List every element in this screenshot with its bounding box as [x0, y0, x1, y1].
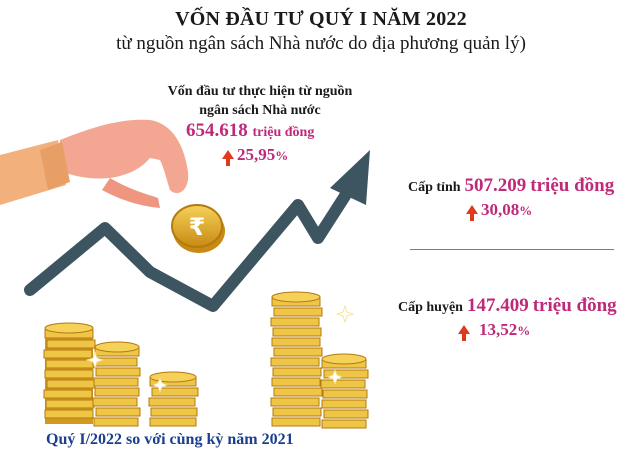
district-change-value: 13,52 [479, 320, 518, 339]
district-change: 13,52% [458, 320, 531, 341]
hand-icon [0, 119, 189, 208]
up-arrow-icon [458, 325, 470, 341]
province-change: 30,08% [466, 200, 533, 221]
up-arrow-icon [222, 150, 234, 166]
total-change-value: 25,95 [237, 145, 276, 164]
svg-text:₹: ₹ [189, 213, 206, 241]
district-row: Cấp huyện 147.409 triệu đồng [398, 295, 617, 317]
province-unit: triệu đồng [530, 175, 615, 196]
province-label: Cấp tỉnh [408, 180, 461, 195]
district-unit: triệu đồng [532, 295, 617, 316]
total-unit: triệu đồng [252, 125, 315, 140]
page-title: VỐN ĐẦU TƯ QUÝ I NĂM 2022 [175, 8, 467, 30]
province-amount: 507.209 [464, 175, 527, 196]
total-label-line1: Vốn đầu tư thực hiện từ nguồn [167, 84, 353, 99]
total-label: Vốn đầu tư thực hiện từ nguồn ngân sách … [130, 82, 390, 120]
total-change: 25,95% [222, 145, 289, 166]
total-amount: 654.618 [186, 120, 248, 141]
district-amount: 147.409 [466, 295, 529, 316]
page-subtitle: từ nguồn ngân sách Nhà nước do địa phươn… [116, 33, 526, 54]
footer-note: Quý I/2022 so với cùng kỳ năm 2021 [46, 431, 294, 448]
province-change-percent: % [519, 203, 533, 218]
province-row: Cấp tỉnh 507.209 triệu đồng [408, 175, 614, 197]
divider [410, 249, 614, 250]
district-change-percent: % [517, 323, 531, 338]
total-label-line2: ngân sách Nhà nước [199, 103, 321, 118]
total-change-percent: % [275, 148, 289, 163]
trend-arrow-icon [24, 150, 370, 312]
district-label: Cấp huyện [398, 300, 463, 315]
coin-stack-icon [43, 291, 369, 429]
up-arrow-icon [466, 205, 478, 221]
province-change-value: 30,08 [481, 200, 520, 219]
sparkle-icon [85, 304, 355, 394]
total-value: 654.618 triệu đồng [186, 120, 314, 142]
rupee-coin-icon: ₹ [171, 204, 225, 253]
